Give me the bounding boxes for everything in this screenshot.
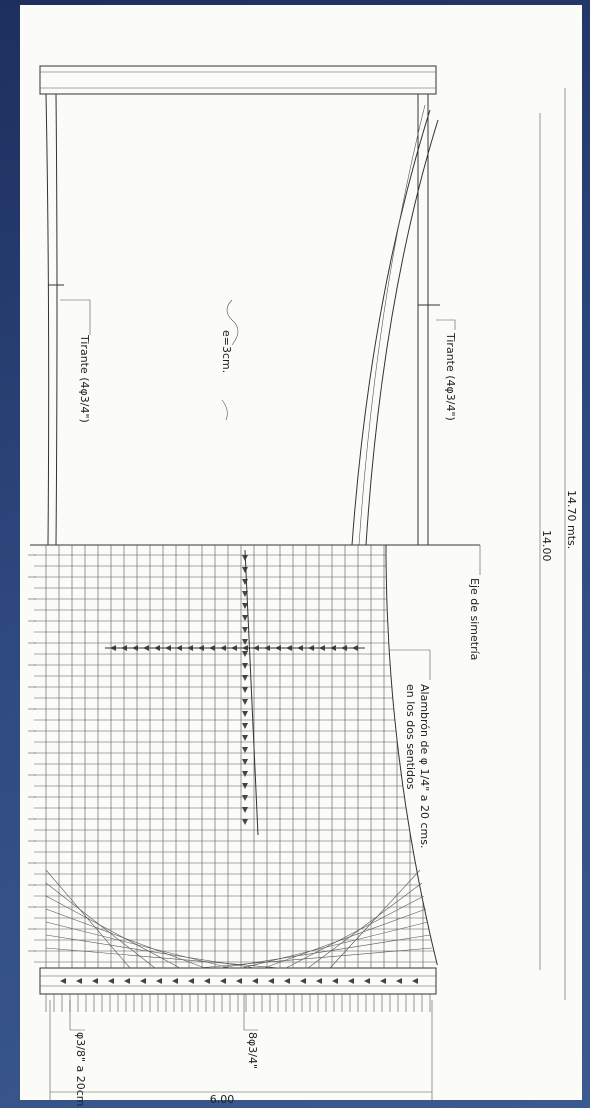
dimension-label: 14.00 [540, 530, 553, 562]
diagonal-bar [45, 908, 206, 969]
diagonal-bar [241, 921, 429, 969]
arch [365, 119, 439, 546]
bar-marker [242, 675, 248, 681]
bar-marker [172, 978, 178, 984]
diagonal-bar [45, 934, 256, 969]
axis-label: Eje de simetría [468, 578, 481, 660]
thickness-mark [221, 299, 239, 421]
bar-marker [242, 723, 248, 729]
bar-marker [284, 978, 290, 984]
shell-edge [385, 545, 438, 966]
diagonal-bar [45, 869, 131, 969]
bar-marker [242, 747, 248, 753]
leader [390, 649, 431, 680]
diagonal-bar [285, 895, 425, 969]
dimension-label: 14.70 mts. [565, 490, 578, 549]
bar-marker [220, 978, 226, 984]
leader [243, 994, 258, 1031]
bars-label: 8φ3/4" [246, 1032, 259, 1069]
bar-marker [242, 567, 248, 573]
bar-marker [300, 978, 306, 984]
bar-marker [204, 978, 210, 984]
mesh-label: en los dos sentidos [404, 684, 417, 790]
tie-label: Tirante (4φ3/4") [78, 334, 91, 423]
diagonal-bar [263, 908, 427, 969]
diagonal-bar [219, 934, 431, 969]
bar-marker [242, 819, 248, 825]
bar-marker [252, 978, 258, 984]
bar-marker [242, 651, 248, 657]
leader [60, 299, 91, 335]
bar-marker [242, 627, 248, 633]
top-beam [39, 65, 437, 95]
bar-marker [242, 615, 248, 621]
bar-marker [76, 978, 82, 984]
diagonal-bar [329, 869, 421, 969]
bar-marker [236, 978, 242, 984]
stirrups-label: φ3/8" a 20cm. [74, 1032, 87, 1108]
bar-marker [332, 978, 338, 984]
bar-marker [348, 978, 354, 984]
diagonal-bar [45, 947, 281, 969]
bar-marker [242, 603, 248, 609]
bar-marker [268, 978, 274, 984]
arch [351, 109, 431, 546]
diagonal-bar [307, 882, 423, 969]
leader [436, 319, 456, 330]
bar-marker [124, 978, 130, 984]
bar-marker [242, 663, 248, 669]
bar-marker [242, 783, 248, 789]
bar-line [244, 549, 259, 836]
left-column [45, 93, 50, 546]
bar-marker [156, 978, 162, 984]
dimension-label: 6.00 [210, 1093, 235, 1106]
arch [358, 104, 426, 546]
bar-marker [380, 978, 386, 984]
bar-marker [92, 978, 98, 984]
bar-marker [412, 978, 418, 984]
left-column [55, 93, 58, 546]
bar-marker [396, 978, 402, 984]
bar-marker [60, 978, 66, 984]
bar-marker [242, 711, 248, 717]
diagonal-bar [45, 895, 181, 969]
bar-marker [316, 978, 322, 984]
bar-marker [242, 771, 248, 777]
bar-marker [242, 687, 248, 693]
bar-marker [242, 759, 248, 765]
bar-marker [242, 795, 248, 801]
bar-marker [242, 807, 248, 813]
diagonal-bar [45, 921, 231, 969]
bar-marker [242, 735, 248, 741]
thickness-label: e=3cm. [220, 330, 233, 373]
paper [20, 5, 582, 1100]
mesh-label: Alambrón de φ 1/4" a 20 cms. [418, 684, 431, 848]
bar-marker [242, 639, 248, 645]
tie-label: Tirante (4φ3/4") [444, 332, 457, 421]
bar-marker [188, 978, 194, 984]
structure [28, 65, 566, 1100]
bar-marker [108, 978, 114, 984]
bar-marker [140, 978, 146, 984]
bar-marker [242, 699, 248, 705]
diagonal-bar [197, 947, 433, 969]
bar-marker [364, 978, 370, 984]
